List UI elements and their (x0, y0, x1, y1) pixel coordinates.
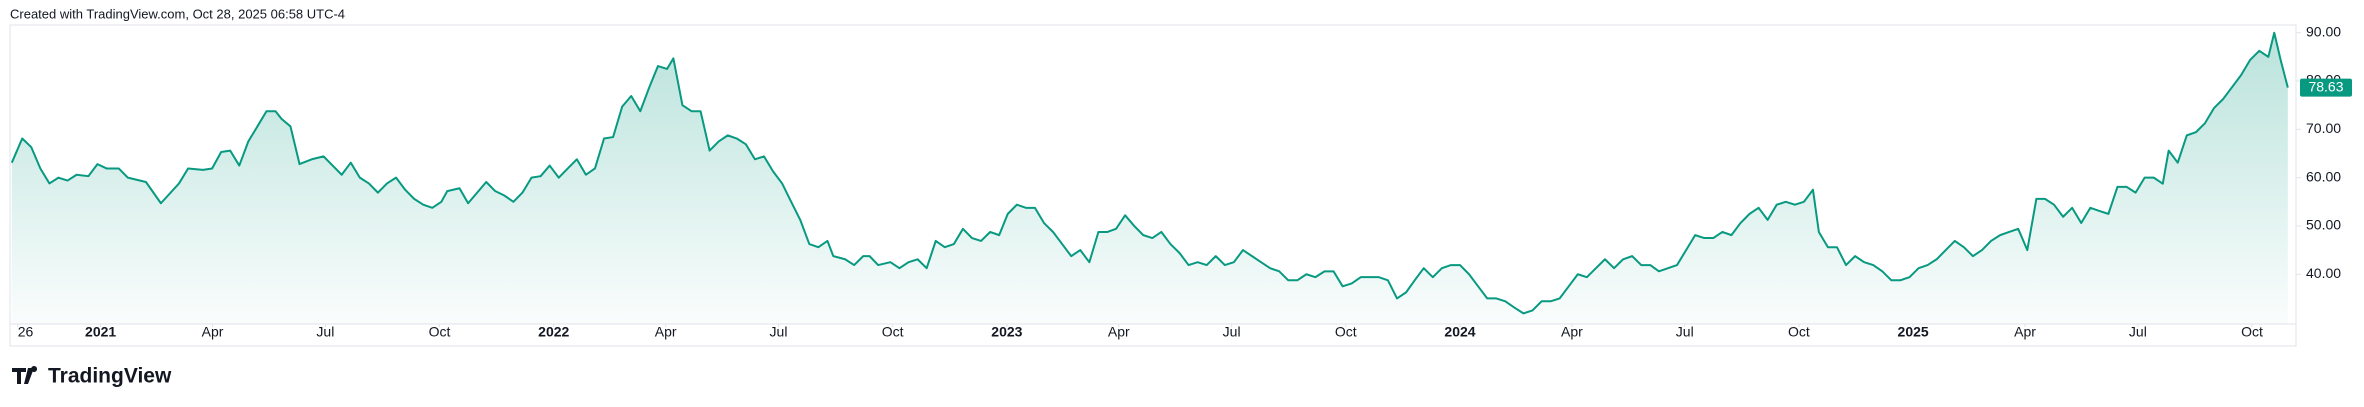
area-fill (11, 32, 2288, 324)
x-tick-label: Oct (1788, 324, 1810, 340)
x-tick-label: 26 (18, 324, 34, 340)
x-tick-label: Oct (2241, 324, 2263, 340)
x-tick-label: Apr (1561, 324, 1583, 340)
x-tick-label: Apr (1108, 324, 1130, 340)
x-tick-label: Apr (2014, 324, 2036, 340)
logo-icon (12, 366, 38, 384)
x-tick-label: Jul (1676, 324, 1694, 340)
x-tick-label: 2022 (538, 324, 569, 340)
brand-logo: TradingView (12, 365, 172, 388)
x-tick-label: Oct (1335, 324, 1357, 340)
plot-area (10, 31, 2289, 324)
x-tick-label: Oct (429, 324, 451, 340)
last-price-badge (2300, 78, 2352, 97)
x-tick-label: Jul (770, 324, 788, 340)
y-tick-label: 90.00 (2306, 23, 2341, 39)
x-tick-label: 2024 (1444, 324, 1475, 340)
header-text: Created with TradingView.com, Oct 28, 20… (10, 6, 345, 21)
price-line (10, 31, 2289, 315)
brand-name: TradingView (48, 365, 172, 388)
x-tick-label: 2023 (991, 324, 1022, 340)
x-tick-label: 2025 (1898, 324, 1929, 340)
y-tick-label: 50.00 (2306, 217, 2341, 233)
x-tick-label: Oct (882, 324, 904, 340)
x-tick-label: Jul (1223, 324, 1241, 340)
y-tick-label: 60.00 (2306, 168, 2341, 184)
x-tick-label: Jul (316, 324, 334, 340)
x-tick-label: 2021 (85, 324, 116, 340)
x-tick-label: Apr (655, 324, 677, 340)
x-tick-label: Jul (2129, 324, 2147, 340)
plot-frame (9, 24, 2297, 347)
last-price-label: 78.63 (2308, 78, 2343, 94)
y-tick-label: 40.00 (2306, 265, 2341, 281)
x-tick-label: Apr (202, 324, 224, 340)
y-tick-label: 70.00 (2306, 120, 2341, 136)
